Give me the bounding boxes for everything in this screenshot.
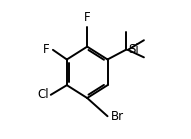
Text: Si: Si xyxy=(128,43,139,56)
Text: Cl: Cl xyxy=(37,88,49,101)
Text: Br: Br xyxy=(111,110,124,123)
Text: F: F xyxy=(43,43,50,56)
Text: F: F xyxy=(84,11,91,24)
